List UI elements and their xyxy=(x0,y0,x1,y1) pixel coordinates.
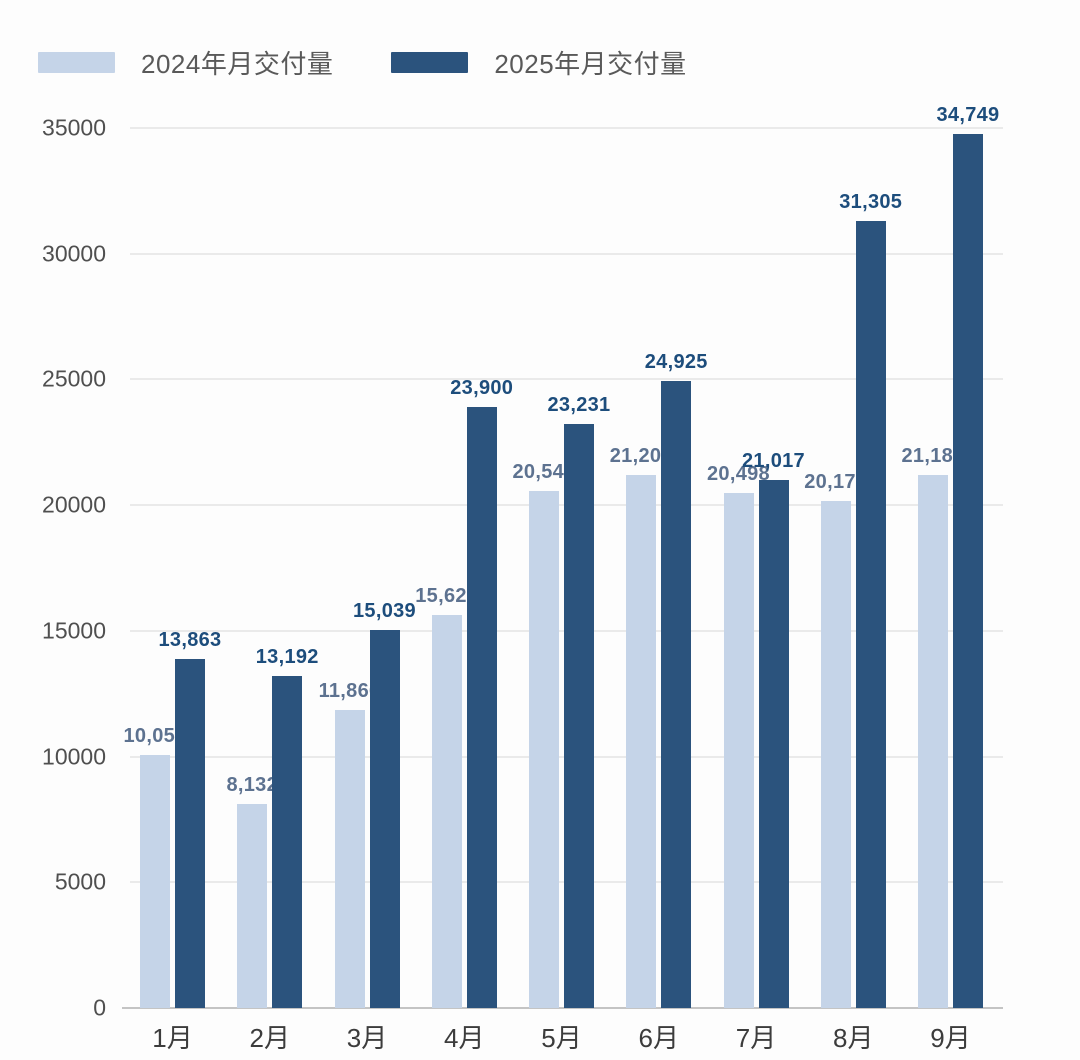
bar-value-label: 20,544 xyxy=(512,461,576,484)
bar-value-label: 21,017 xyxy=(742,449,805,472)
y-tick-label: 15000 xyxy=(42,617,106,644)
month-label: 3月 xyxy=(346,1023,388,1053)
bar-value-label: 34,749 xyxy=(936,104,1000,127)
x-axis-baseline xyxy=(122,1007,1003,1009)
bar-value-label: 15,620 xyxy=(415,585,479,608)
bar-group: 20,544 23,231 5月 xyxy=(513,128,611,1053)
bar-2025: 34,749 xyxy=(937,104,999,1008)
bar-2024: 15,620 xyxy=(415,585,478,1008)
bar-value-label: 8,132 xyxy=(226,773,279,796)
legend-label-2024: 2024年月交付量 xyxy=(141,49,334,79)
bar-value-label: 20,176 xyxy=(804,470,868,493)
bar-group: 20,176 31,305 8月 xyxy=(804,128,902,1053)
month-label: 4月 xyxy=(444,1023,485,1053)
bar-value-label: 10,055 xyxy=(123,725,187,748)
bar-group: 8,132 13,192 2月 xyxy=(226,128,318,1053)
bar-2024: 21,209 xyxy=(610,445,672,1008)
bar-value-label: 21,209 xyxy=(609,444,673,467)
bar-2024: 11,866 xyxy=(319,680,380,1008)
bar-group: 21,209 24,925 6月 xyxy=(610,128,708,1053)
bar-group: 20,498 21,017 7月 xyxy=(707,128,805,1053)
bar-group: 11,866 15,039 3月 xyxy=(319,128,416,1053)
plot-area: 10,055 13,863 1月 8,132 13,192 2月 11,866 15,039 3… xyxy=(122,104,1003,1053)
bar-value-label: 15,039 xyxy=(353,599,416,622)
bar-2024: 20,498 xyxy=(707,463,770,1008)
month-label: 7月 xyxy=(735,1023,777,1053)
bar-2024: 20,176 xyxy=(804,471,867,1008)
bar-2025: 24,925 xyxy=(645,351,707,1008)
bar-value-label: 11,866 xyxy=(318,679,381,702)
gridline xyxy=(130,378,1003,381)
bar-2025: 23,231 xyxy=(548,394,610,1008)
bar-group: 21,181 34,749 9月 xyxy=(902,104,1000,1053)
month-label: 6月 xyxy=(638,1023,679,1053)
y-tick-label: 25000 xyxy=(42,365,106,392)
bar-2024: 10,055 xyxy=(124,725,186,1008)
bar-2025: 15,039 xyxy=(353,600,416,1008)
legend-swatch-2024 xyxy=(38,52,115,73)
gridline xyxy=(130,252,1003,255)
bar-2025: 23,900 xyxy=(450,377,513,1008)
bar-2025: 31,305 xyxy=(839,191,902,1008)
bar-value-label: 23,900 xyxy=(450,377,514,400)
bar-2024: 21,181 xyxy=(902,445,964,1008)
bar-value-label: 13,192 xyxy=(255,646,319,669)
y-tick-label: 35000 xyxy=(42,114,106,141)
bar-value-label: 24,925 xyxy=(644,351,708,374)
month-label: 1月 xyxy=(152,1023,193,1053)
legend-label-2025: 2025年月交付量 xyxy=(494,49,687,79)
month-label: 5月 xyxy=(541,1023,582,1053)
bar-value-label: 21,181 xyxy=(901,445,965,468)
bar-group: 10,055 13,863 1月 xyxy=(124,128,222,1053)
bar-2025: 13,192 xyxy=(256,646,318,1008)
y-tick-label: 30000 xyxy=(42,240,106,267)
month-label: 2月 xyxy=(249,1023,290,1053)
y-tick-label: 5000 xyxy=(54,868,106,895)
bar-value-label: 31,305 xyxy=(839,190,903,213)
bar-2024: 8,132 xyxy=(226,774,278,1008)
gridline xyxy=(130,127,1003,129)
bar-value-label: 13,863 xyxy=(158,629,222,652)
bar-groups: 10,055 13,863 1月 8,132 13,192 2月 11,866 15,039 3… xyxy=(124,104,1003,1053)
legend-swatch-2025 xyxy=(391,52,469,73)
bar-2025: 21,017 xyxy=(742,450,805,1008)
bar-2024: 20,544 xyxy=(513,461,575,1008)
bar-group: 15,620 23,900 4月 xyxy=(415,128,513,1053)
legend-item-2024: 2024年月交付量 xyxy=(38,44,333,81)
y-tick-label: 10000 xyxy=(42,743,106,770)
y-axis: 0 5000 10000 15000 20000 25000 30000 35000 xyxy=(0,115,106,1021)
legend-item-2025: 2025年月交付量 xyxy=(391,44,686,81)
y-tick-label: 20000 xyxy=(42,491,106,518)
y-tick-label: 0 xyxy=(93,994,106,1021)
month-label: 8月 xyxy=(833,1023,874,1053)
bar-value-label: 23,231 xyxy=(547,393,611,416)
month-label: 9月 xyxy=(930,1023,971,1053)
legend: 2024年月交付量 2025年月交付量 xyxy=(38,44,687,81)
bar-2025: 13,863 xyxy=(159,629,221,1008)
bar-value-label: 20,498 xyxy=(707,462,770,485)
